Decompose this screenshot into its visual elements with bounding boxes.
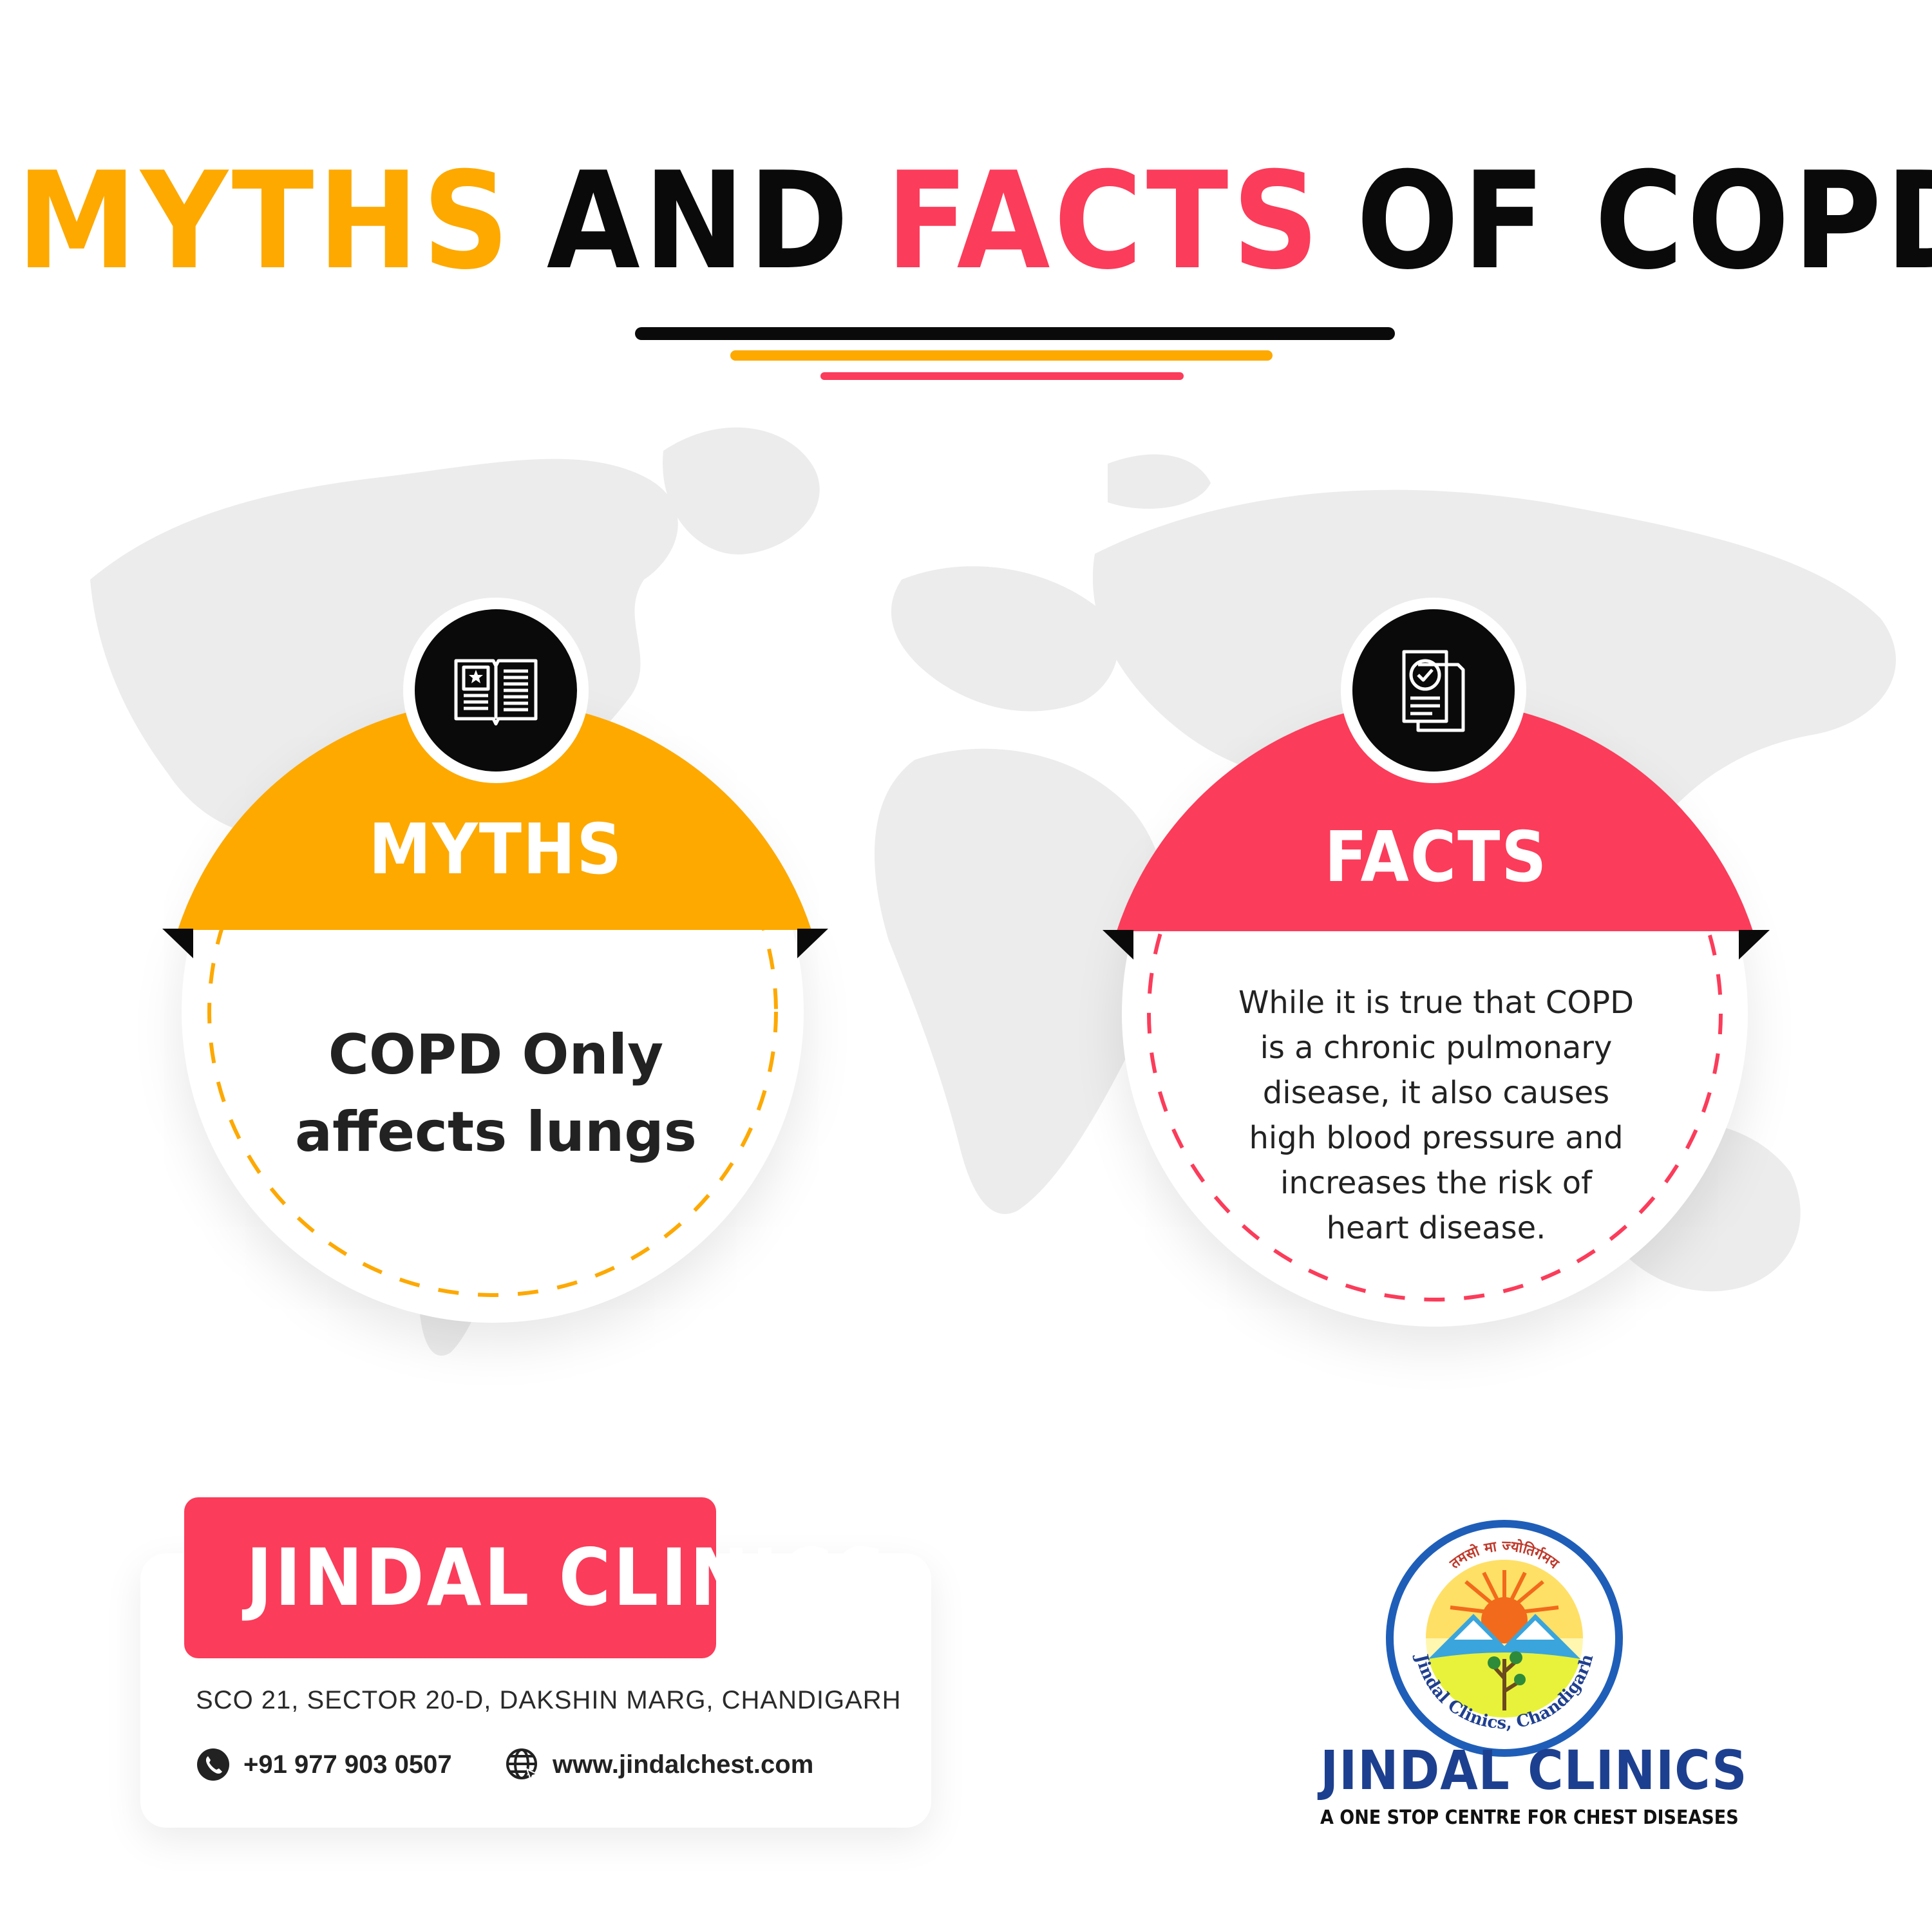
facts-text-line: is a chronic pulmonary <box>1260 1030 1613 1066</box>
phone-row[interactable]: +91 977 903 0507 <box>196 1747 452 1782</box>
facts-text-line: While it is true that COPD <box>1238 985 1634 1021</box>
clinic-address: SCO 21, SECTOR 20-D, DAKSHIN MARG, CHAND… <box>196 1686 902 1714</box>
title-word-of-copd: OF COPD <box>1356 144 1932 299</box>
facts-text: While it is true that COPD is a chronic … <box>1204 980 1668 1251</box>
myths-text-line-2: affects lungs <box>295 1100 697 1164</box>
phone-icon <box>197 1748 229 1781</box>
myths-flap-left <box>162 929 193 958</box>
title-word-myths: MYTHS <box>17 144 513 299</box>
website-link: www.jindalchest.com <box>553 1750 814 1779</box>
myths-flap-right <box>797 929 828 958</box>
globe-icon <box>506 1748 539 1781</box>
title-underline-orange <box>730 350 1273 361</box>
myths-text-line-1: COPD Only <box>328 1023 664 1087</box>
logo-tagline: A ONE STOP CENTRE FOR CHEST DISEASES <box>1320 1806 1739 1829</box>
facts-flap-left <box>1103 930 1133 960</box>
facts-text-line: disease, it also causes <box>1262 1075 1610 1111</box>
clinic-name-banner: JINDAL CLINICS <box>184 1497 887 1658</box>
facts-flap-right <box>1739 930 1770 960</box>
facts-text-line: increases the risk of <box>1280 1165 1592 1201</box>
title-word-facts: FACTS <box>886 144 1323 299</box>
myths-icon-badge <box>403 598 589 783</box>
title-underline-red <box>820 372 1184 380</box>
facts-icon-badge <box>1341 598 1526 783</box>
phone-number: +91 977 903 0507 <box>243 1750 452 1779</box>
website-row[interactable]: www.jindalchest.com <box>505 1747 813 1782</box>
myths-heading: MYTHS <box>368 810 623 890</box>
title-word-and: AND <box>546 144 853 299</box>
page-title: MYTHS AND FACTS OF COPD <box>0 155 1932 289</box>
open-book-icon <box>454 659 538 726</box>
verified-document-icon <box>1402 650 1465 732</box>
logo-name: JINDAL CLINICS <box>1320 1739 1748 1802</box>
facts-text-line: heart disease. <box>1326 1210 1546 1246</box>
jindal-clinics-logo: तमसो मा ज्योतिर्गमय Jindal Clinics, Chan… <box>1386 1520 1623 1757</box>
facts-text-line: high blood pressure and <box>1249 1120 1624 1156</box>
facts-dashed-ring <box>1147 726 1723 1302</box>
facts-heading: FACTS <box>1324 817 1548 898</box>
myths-text: COPD Only affects lungs <box>232 1016 760 1171</box>
title-underline-black <box>635 327 1395 340</box>
